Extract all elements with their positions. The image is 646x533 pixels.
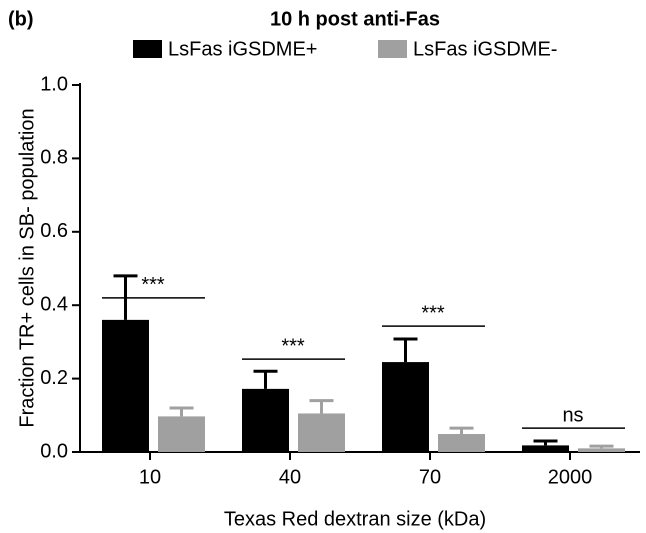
error-bar xyxy=(449,426,474,435)
legend-label: LsFas iGSDME+ xyxy=(168,38,317,60)
chart-title: 10 h post anti-Fas xyxy=(270,8,440,30)
bar xyxy=(438,434,485,452)
legend-swatch xyxy=(378,40,407,58)
bar xyxy=(578,448,625,452)
bar xyxy=(298,413,345,452)
error-bar xyxy=(589,444,614,449)
error-bar xyxy=(253,369,278,389)
bar xyxy=(382,362,429,452)
x-axis-label: Texas Red dextran size (kDa) xyxy=(224,508,486,530)
bar xyxy=(102,319,149,452)
significance-label: *** xyxy=(281,335,305,357)
y-tick-label: 0.4 xyxy=(40,293,68,315)
error-bar xyxy=(169,406,194,417)
significance-label: *** xyxy=(421,302,445,324)
significance-label: *** xyxy=(141,274,165,296)
y-tick-label: 0.6 xyxy=(40,220,68,242)
y-axis-label: Fraction TR+ cells in SB- population xyxy=(16,108,38,427)
y-tick-label: 0.0 xyxy=(40,440,68,462)
significance-label: ns xyxy=(562,404,583,426)
x-tick-label: 40 xyxy=(279,466,301,488)
x-tick-label: 70 xyxy=(419,466,441,488)
y-tick-label: 0.8 xyxy=(40,147,68,169)
error-bar xyxy=(533,439,558,446)
legend-swatch xyxy=(133,40,162,58)
y-tick-label: 0.2 xyxy=(40,367,68,389)
bar xyxy=(522,445,569,452)
bar xyxy=(242,388,289,452)
legend-label: LsFas iGSDME- xyxy=(413,38,557,60)
panel-label: (b) xyxy=(8,8,34,30)
bar xyxy=(158,416,205,452)
x-tick-label: 2000 xyxy=(548,466,593,488)
x-tick-label: 10 xyxy=(139,466,161,488)
error-bar xyxy=(309,399,334,414)
error-bar xyxy=(393,337,418,363)
y-tick-label: 1.0 xyxy=(40,73,68,95)
